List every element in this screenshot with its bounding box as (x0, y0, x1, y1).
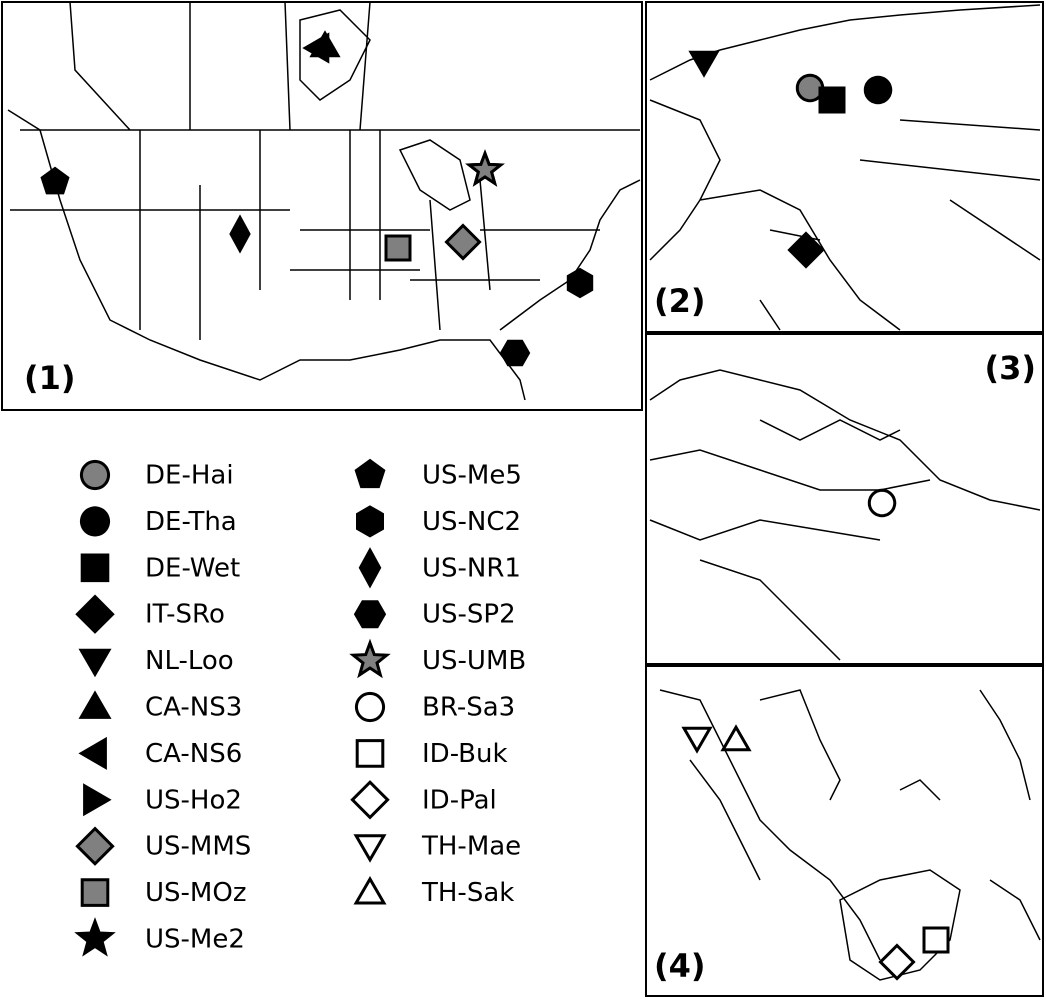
legend-label: CA-NS6 (145, 739, 242, 769)
legend-marker (354, 691, 386, 723)
legend-label: DE-Wet (145, 553, 240, 583)
legend-marker (78, 690, 112, 719)
legend-label: DE-Tha (145, 507, 237, 537)
legend-marker (80, 553, 110, 583)
site-marker (867, 488, 897, 518)
panel-frame (645, 333, 1044, 665)
site-marker (302, 32, 330, 64)
panel-frame (1, 1, 643, 411)
legend-marker (354, 458, 386, 489)
legend-label: BR-Sa3 (422, 693, 515, 723)
legend: DE-Hai DE-Tha DE-Wet IT-SRo NL-Loo CA-NS3 CA-N… (74, 458, 526, 957)
legend-marker (356, 505, 384, 538)
legend-marker (75, 594, 115, 634)
legend-marker (353, 876, 387, 905)
legend-label: US-UMB (422, 646, 526, 676)
panel-label: (4) (654, 947, 706, 985)
legend-marker (350, 780, 390, 820)
legend-label: TH-Sak (421, 878, 514, 908)
legend-marker (79, 459, 111, 491)
site-marker (566, 267, 594, 299)
legend-marker (349, 638, 391, 679)
map-outlines (7, 1, 1041, 981)
site-marker (720, 724, 752, 752)
site-marker (681, 726, 713, 754)
panel-frame (645, 665, 1044, 997)
site-marker (465, 149, 505, 187)
legend-marker (78, 736, 107, 770)
legend-marker (80, 878, 110, 907)
southeast-asia-outline (659, 689, 1041, 981)
site-marker (444, 223, 482, 261)
legend-label: IT-SRo (145, 600, 225, 630)
legend-label: CA-NS3 (145, 693, 242, 723)
legend-marker (83, 783, 112, 817)
panel-frame (645, 1, 1044, 333)
legend-marker (358, 547, 382, 589)
panel-label: (1) (24, 359, 76, 397)
legend-label: US-Me5 (422, 461, 522, 491)
site-marker (229, 214, 251, 254)
legend-label: US-NC2 (422, 507, 521, 537)
site-marker (40, 166, 70, 195)
legend-label: US-MMS (145, 832, 251, 862)
site-marker (384, 234, 412, 262)
legend-label: US-Ho2 (145, 785, 242, 815)
site-marker (795, 73, 825, 103)
legend-marker (79, 506, 111, 537)
south-america-outline (649, 369, 1041, 661)
site-marker (878, 943, 916, 981)
site-markers (40, 30, 950, 981)
legend-label: ID-Buk (422, 739, 508, 769)
borders (10, 1, 640, 340)
site-marker (922, 926, 950, 954)
legend-label: US-NR1 (422, 553, 521, 583)
panel-label: (3) (984, 349, 1036, 387)
legend-label: US-MOz (145, 878, 246, 908)
legend-marker (78, 648, 112, 678)
legend-marker (353, 600, 387, 629)
site-marker (688, 50, 720, 78)
lakes (299, 9, 471, 211)
site-marker (499, 339, 531, 367)
legend-marker (74, 917, 116, 957)
site-marker (863, 75, 893, 105)
legend-label: US-Me2 (145, 925, 245, 955)
legend-label: NL-Loo (145, 646, 234, 676)
legend-marker (355, 739, 385, 768)
legend-marker (75, 826, 115, 866)
legend-label: ID-Pal (422, 785, 497, 815)
panel-label: (2) (654, 282, 706, 320)
legend-label: TH-Mae (421, 832, 521, 862)
site-marker (818, 86, 846, 114)
legend-label: DE-Hai (145, 461, 234, 491)
legend-label: US-SP2 (422, 600, 516, 630)
legend-marker (353, 834, 387, 863)
site-marker (787, 231, 825, 269)
coastline (7, 109, 641, 401)
europe-outline (649, 4, 1041, 331)
